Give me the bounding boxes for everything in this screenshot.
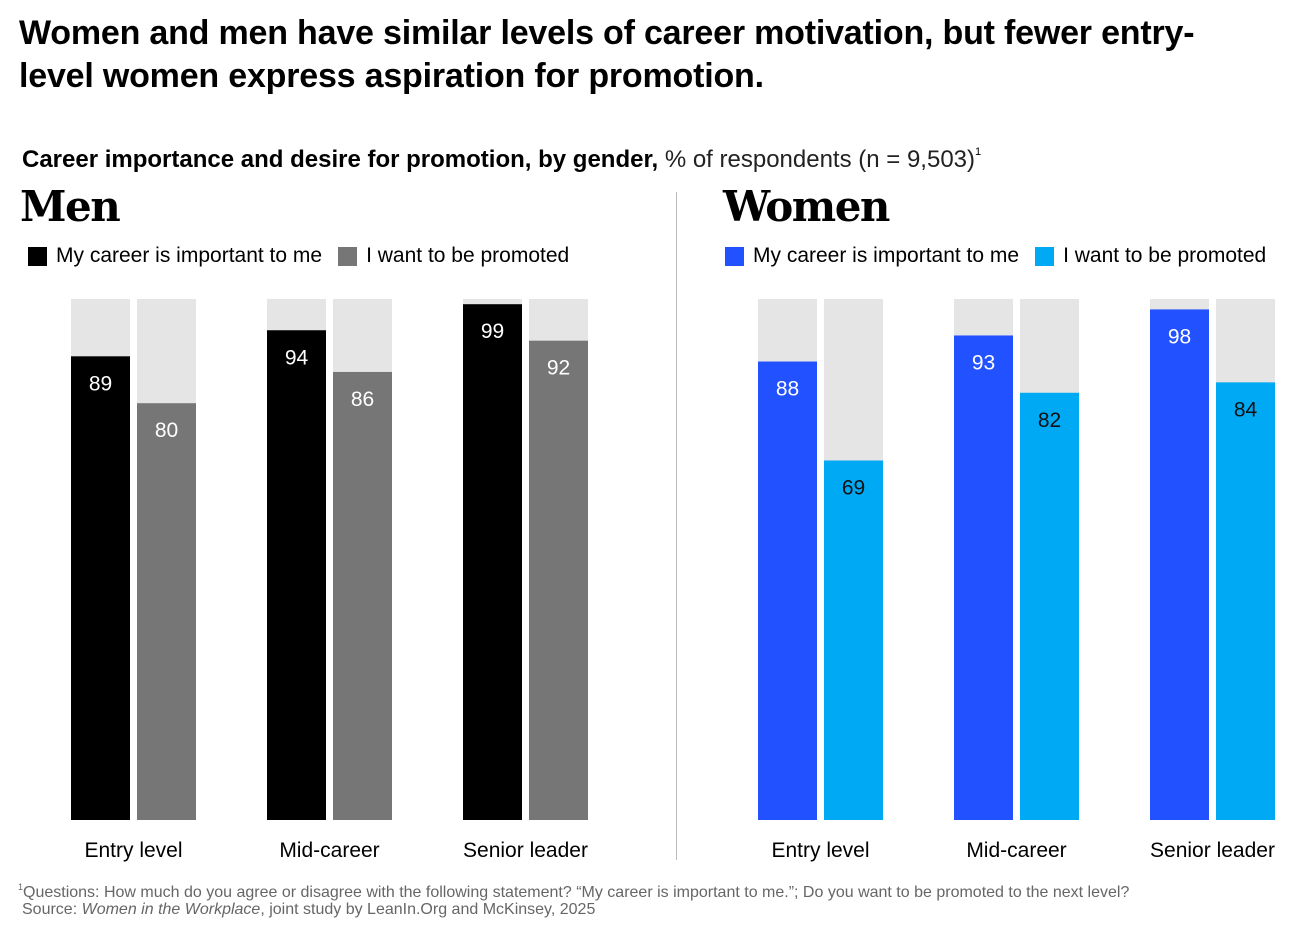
men-bar-promoted-0 [137,403,196,820]
women-category-label-2: Senior leader [1150,839,1275,862]
men-label-promoted-1: 86 [351,388,374,411]
headline: Women and men have similar levels of car… [19,14,1195,95]
men-label-promoted-0: 80 [155,419,178,442]
women-bar-promoted-1 [1020,392,1079,820]
men-panel-title: Men [20,182,121,231]
subtitle-light: % of respondents (n = 9,503) [664,146,976,173]
men-legend-promoted: I want to be promoted [338,242,569,270]
women-legend-important: My career is important to me [725,242,1019,270]
women-legend-important-swatch [725,246,744,266]
women-legend-promoted-swatch [1035,246,1055,266]
women-legend: My career is important to me I want to b… [725,242,1282,270]
subtitle-footnote-marker: 1 [975,146,982,158]
women-bar-promoted-0 [824,460,883,820]
women-label-promoted-0: 69 [842,477,865,500]
men-category-label-1: Mid-career [279,839,379,862]
women-label-promoted-1: 82 [1038,409,1061,432]
men-legend-important-label: My career is important to me [56,244,323,267]
women-label-important-0: 88 [776,378,799,401]
men-legend-important: My career is important to me [28,242,322,270]
men-category-label-2: Senior leader [463,839,588,862]
women-category-label-1: Mid-career [966,839,1066,862]
men-bar-promoted-1 [333,371,392,820]
women-label-promoted-2: 84 [1234,398,1258,421]
women-panel-title: Women [723,182,890,231]
men-bar-promoted-2 [529,340,588,820]
women-bar-important-1 [954,335,1013,820]
source-title: Women in the Workplace [81,901,261,918]
women-bar-important-2 [1150,309,1209,820]
men-label-promoted-2: 92 [547,357,570,380]
women-legend-important-label: My career is important to me [753,244,1020,267]
men-bar-important-0 [71,356,130,820]
source-suffix: , joint study by LeanIn.Org and McKinsey… [260,901,596,918]
men-bar-important-1 [267,330,326,820]
women-bar-promoted-2 [1216,382,1275,820]
subtitle-bold: Career importance and desire for promoti… [22,146,659,173]
footnote-marker: 1 [18,882,24,892]
women-legend-promoted-label: I want to be promoted [1063,244,1267,267]
men-legend-important-swatch [28,246,47,266]
women-label-important-1: 93 [972,351,995,374]
men-bar-important-2 [463,304,522,821]
source: Source: Women in the Workplace, joint st… [22,899,595,920]
panel-divider [676,192,677,860]
women-legend-promoted: I want to be promoted [1035,242,1266,270]
men-label-important-1: 94 [285,346,309,369]
women-category-label-0: Entry level [771,839,869,862]
men-label-important-2: 99 [481,320,504,343]
men-label-important-0: 89 [89,372,112,395]
men-legend-promoted-label: I want to be promoted [366,244,570,267]
men-category-label-0: Entry level [84,839,182,862]
women-bar-important-0 [758,361,817,820]
footnote-text: Questions: How much do you agree or disa… [23,884,1130,901]
source-prefix: Source: [22,901,82,918]
footnote: 1Questions: How much do you agree or dis… [18,877,1129,903]
men-legend-promoted-swatch [338,246,358,266]
subtitle: Career importance and desire for promoti… [22,136,981,176]
women-label-important-2: 98 [1168,325,1191,348]
men-legend: My career is important to me I want to b… [28,242,585,270]
